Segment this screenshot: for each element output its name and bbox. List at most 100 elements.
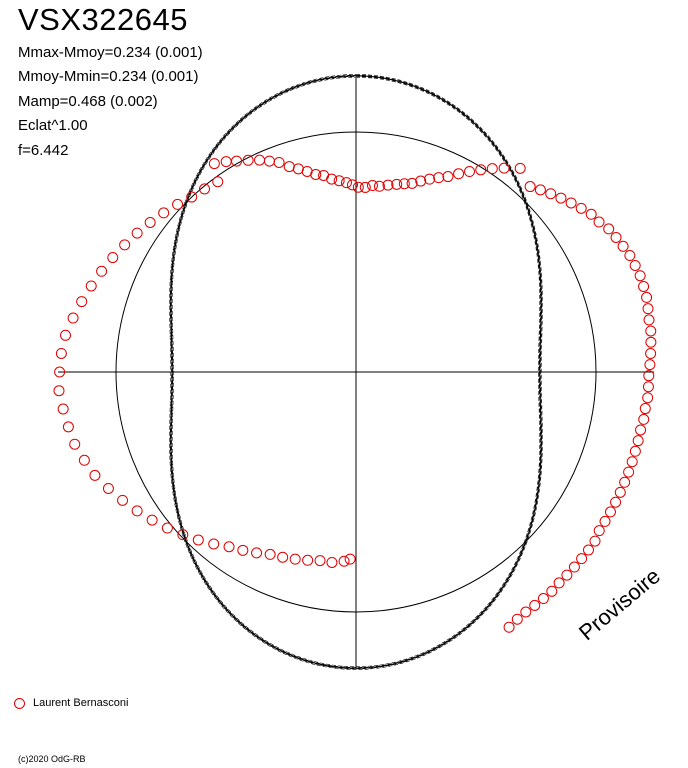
data-point-105	[626, 456, 638, 468]
data-point-88	[634, 270, 646, 282]
data-point-84	[610, 231, 622, 243]
data-point-68	[442, 171, 454, 183]
data-point-71	[475, 164, 487, 176]
data-point-92	[643, 314, 655, 326]
stat-line-2: Mmoy-Mmin=0.234 (0.001)	[18, 68, 199, 85]
data-point-14	[161, 522, 173, 534]
data-point-51	[310, 168, 322, 180]
data-point-47	[273, 156, 285, 168]
data-point-82	[593, 216, 605, 228]
data-point-41	[208, 158, 220, 170]
data-point-48	[283, 161, 295, 173]
data-point-45	[254, 154, 266, 166]
data-point-64	[406, 177, 418, 189]
data-point-13	[177, 529, 189, 541]
data-point-124	[503, 621, 515, 633]
data-point-61	[382, 179, 394, 191]
data-point-118	[553, 577, 565, 589]
data-point-54	[333, 175, 345, 187]
data-point-58	[359, 181, 371, 193]
data-point-97	[643, 370, 655, 382]
data-point-117	[561, 569, 573, 581]
data-point-56	[346, 179, 358, 191]
data-point-23	[57, 403, 69, 415]
data-point-57	[352, 181, 364, 193]
stat-line-1: Mmax-Mmoy=0.234 (0.001)	[18, 44, 203, 61]
data-point-19	[89, 469, 101, 481]
data-point-119	[546, 585, 558, 597]
data-point-39	[199, 183, 211, 195]
data-point-116	[568, 561, 580, 573]
model-curve-4	[169, 74, 543, 670]
data-point-16	[131, 505, 143, 517]
data-point-114	[582, 544, 594, 556]
data-point-5	[289, 553, 301, 565]
data-point-112	[593, 525, 605, 537]
data-point-67	[433, 172, 445, 184]
data-point-0	[344, 553, 356, 565]
data-point-77	[545, 188, 557, 200]
data-point-1	[338, 555, 350, 567]
data-point-96	[644, 359, 656, 371]
model-curve-1	[171, 76, 541, 668]
data-point-94	[645, 336, 657, 348]
data-point-22	[62, 421, 74, 433]
data-point-31	[96, 265, 108, 277]
data-point-83	[603, 223, 615, 235]
data-point-110	[604, 506, 616, 518]
data-point-46	[263, 155, 275, 167]
data-point-3	[314, 555, 326, 567]
model-curve-5	[169, 74, 543, 670]
data-point-70	[464, 166, 476, 178]
data-point-53	[326, 173, 338, 185]
data-point-6	[277, 551, 289, 563]
data-point-21	[69, 438, 81, 450]
data-point-75	[524, 181, 536, 193]
data-point-69	[453, 168, 465, 180]
data-point-27	[60, 329, 72, 341]
data-point-33	[119, 239, 131, 251]
data-point-7	[264, 548, 276, 560]
copyright: (c)2020 OdG-RB	[18, 754, 86, 764]
data-point-37	[172, 198, 184, 210]
legend-label: Laurent Bernasconi	[33, 697, 129, 709]
data-point-25	[54, 366, 66, 378]
data-point-101	[638, 413, 650, 425]
data-point-74	[514, 162, 526, 174]
data-point-42	[220, 156, 232, 168]
data-point-87	[629, 260, 641, 271]
model-curve-3	[170, 75, 542, 669]
data-point-4	[302, 554, 314, 566]
data-point-90	[641, 291, 653, 303]
data-point-86	[624, 250, 636, 262]
data-point-10	[223, 541, 235, 553]
data-point-63	[398, 178, 410, 190]
stat-line-5: f=6.442	[18, 142, 69, 159]
data-point-38	[186, 191, 198, 203]
data-point-103	[632, 435, 644, 447]
data-point-15	[146, 514, 158, 526]
data-point-35	[144, 216, 156, 228]
legend-marker	[14, 697, 25, 709]
data-point-99	[642, 392, 654, 404]
data-point-107	[619, 476, 631, 488]
data-point-91	[642, 303, 654, 315]
data-point-113	[589, 535, 601, 547]
stat-line-3: Mamp=0.468 (0.002)	[18, 93, 158, 110]
data-point-44	[242, 154, 254, 166]
data-point-12	[192, 534, 204, 546]
data-point-121	[529, 599, 541, 611]
data-point-18	[102, 482, 114, 494]
data-point-2	[326, 556, 338, 568]
data-point-85	[617, 240, 629, 252]
data-point-79	[565, 197, 577, 209]
data-point-32	[107, 252, 119, 264]
data-point-89	[638, 280, 650, 292]
data-point-109	[610, 496, 622, 508]
data-point-11	[208, 538, 220, 550]
stat-line-4: Eclat^1.00	[18, 117, 88, 134]
data-point-102	[635, 424, 647, 436]
data-point-98	[642, 381, 654, 393]
chart-title: VSX322645	[18, 2, 188, 37]
